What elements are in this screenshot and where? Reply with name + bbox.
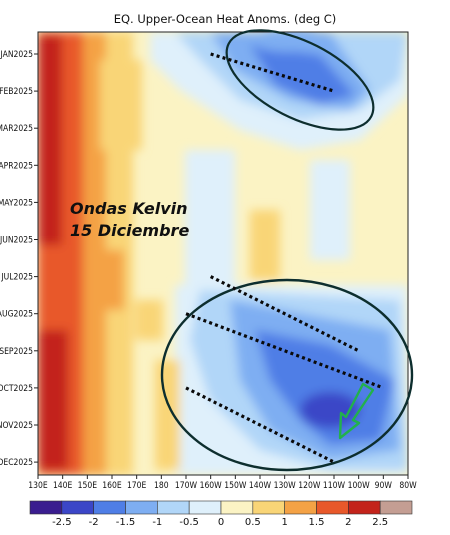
x-tick-label: 120W (298, 481, 321, 491)
x-tick-label: 130E (28, 481, 48, 491)
colorbar-tick-label: 1 (281, 517, 287, 528)
y-tick-label: MAR2025 (0, 124, 33, 134)
colorbar-bin (220, 500, 254, 515)
kelvin-wave-line (209, 275, 360, 353)
x-axis: 130E 140E 150E 160E 170E 180 170W 160W 150W 140W 1… (28, 475, 417, 491)
colorbar-tick-label: 0.5 (245, 517, 261, 528)
x-tick-label: 130W (274, 481, 297, 491)
colorbar-bin (379, 500, 413, 515)
chart-title: EQ. Upper-Ocean Heat Anoms. (deg C) (114, 12, 337, 26)
x-tick-label: 140E (53, 481, 73, 491)
colorbar-bin (188, 500, 222, 515)
colorbar-bin (93, 500, 126, 515)
x-tick-label: 160E (102, 481, 122, 491)
kelvin-wave-line (210, 52, 335, 93)
colorbar-tick-label: 0 (218, 517, 224, 528)
annotation-line1: Ondas Kelvin (70, 199, 188, 218)
y-tick-label: DEC2025 (0, 458, 33, 468)
y-tick-label: MAY2025 (0, 198, 33, 208)
x-tick-label: 80W (399, 481, 417, 491)
ellipse-top (225, 29, 375, 131)
colorbar-tick-label: 1.5 (309, 517, 325, 528)
kelvin-wave-line (185, 386, 335, 464)
y-tick-label: NOV2025 (0, 421, 33, 431)
colorbar-bin (252, 500, 285, 515)
y-tick-label: JUL2025 (0, 273, 33, 283)
x-tick-label: 110W (323, 481, 346, 491)
x-tick-label: 100W (348, 481, 371, 491)
x-tick-label: 140W (249, 481, 272, 491)
kelvin-wave-lines (185, 52, 384, 464)
colorbar-tick-label: -2.5 (52, 517, 72, 528)
colorbar-tick-label: -1.5 (116, 517, 136, 528)
x-tick-label: 150W (224, 481, 247, 491)
green-arrow (338, 382, 375, 440)
kelvin-wave-line (185, 312, 384, 390)
colorbar-tick-label: -1 (152, 517, 162, 528)
y-tick-label: SEP2025 (0, 347, 33, 357)
x-tick-label: 170W (175, 481, 198, 491)
x-tick-label: 150E (78, 481, 98, 491)
y-tick-label: AUG2025 (0, 310, 33, 320)
y-axis: JAN2025 FEB2025 MAR2025 APR2025 MAY2025 JUN20… (0, 50, 38, 468)
x-tick-label: 90W (375, 481, 393, 491)
colorbar-bin (61, 500, 94, 515)
colorbar-bin (348, 500, 381, 515)
annotation-line2: 15 Diciembre (70, 221, 189, 240)
colorbar-tick-label: 2.5 (372, 517, 388, 528)
colorbar-tick-label: -0.5 (179, 517, 199, 528)
x-tick-label: 160W (200, 481, 223, 491)
y-tick-label: JUN2025 (0, 236, 33, 246)
colorbar-tick-label: 2 (345, 517, 351, 528)
ellipse-bottom (160, 278, 414, 472)
y-tick-label: OCT2025 (0, 384, 33, 394)
colorbar-bin (125, 500, 158, 515)
colorbar-tick-label: -2 (89, 517, 99, 528)
colorbar: -2.5 -2 -1.5 -1 -0.5 0 0.5 1 1.5 2 2.5 (29, 500, 413, 528)
heatmap-field (38, 32, 408, 475)
colorbar-bin (284, 500, 317, 515)
colorbar-bin (29, 500, 63, 515)
y-tick-label: FEB2025 (0, 87, 33, 97)
x-tick-label: 180 (154, 481, 169, 491)
colorbar-bin (157, 500, 190, 515)
x-tick-label: 170E (127, 481, 147, 491)
plot-frame (37, 31, 409, 476)
y-tick-label: APR2025 (0, 161, 33, 171)
colorbar-bin (316, 500, 349, 515)
y-tick-label: JAN2025 (0, 50, 33, 60)
